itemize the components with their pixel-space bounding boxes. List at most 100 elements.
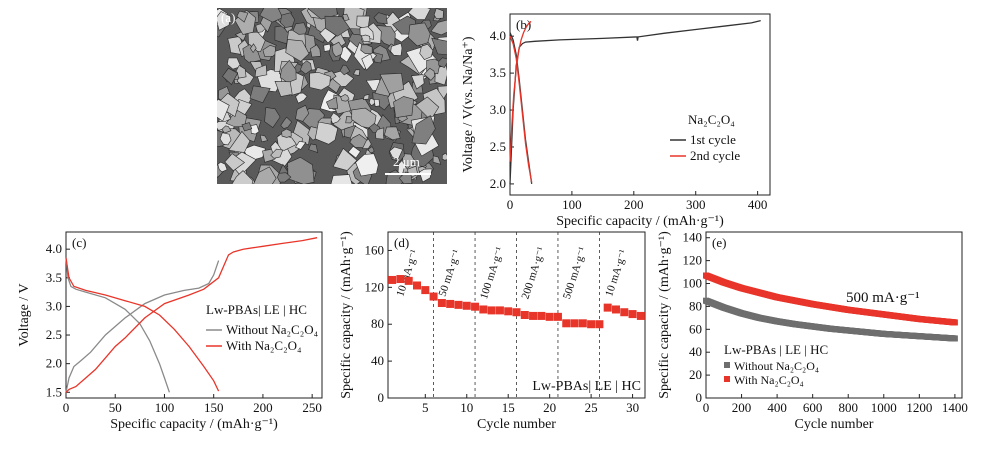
x-tick-label: 25 xyxy=(585,400,598,415)
sem-particle xyxy=(292,22,308,35)
y-tick-label: 3.5 xyxy=(490,65,506,80)
sem-particle xyxy=(340,94,350,102)
data-point xyxy=(553,312,562,321)
legend-title: Na₂C₂O₄ xyxy=(688,112,735,127)
rate-label: 10 mA·g⁻¹ xyxy=(394,248,420,298)
sem-particle xyxy=(360,44,373,55)
sem-particle xyxy=(228,130,251,154)
series-line xyxy=(65,260,220,393)
sem-particle xyxy=(262,44,277,57)
data-point xyxy=(520,311,529,319)
data-point xyxy=(495,306,504,315)
sem-particle xyxy=(331,41,344,58)
data-point xyxy=(446,299,455,308)
sem-particle xyxy=(433,8,444,19)
x-tick-label: 400 xyxy=(748,197,768,212)
data-point xyxy=(587,320,596,329)
sem-particle xyxy=(411,115,436,145)
y-tick-label: 120 xyxy=(365,279,385,294)
y-axis-label: Voltage / V xyxy=(17,283,32,346)
data-point xyxy=(454,300,463,309)
x-tick-label: 100 xyxy=(155,400,175,415)
sem-particle xyxy=(281,128,292,138)
sem-particle xyxy=(373,12,388,25)
data-point xyxy=(396,275,405,284)
sem-particle xyxy=(332,147,358,171)
x-tick-label: 800 xyxy=(838,400,858,415)
sem-image: (a) 2 μm xyxy=(217,8,447,184)
data-point xyxy=(628,310,637,319)
data-point xyxy=(421,286,430,295)
sem-particle xyxy=(295,104,310,122)
series-line xyxy=(65,237,318,393)
sem-particle xyxy=(347,145,361,159)
chart-c: 0 50 100 150 200 250 1.5 2.0 2.5 3.0 3.5 4.0 Specifi… xyxy=(17,231,323,432)
rate-label: 500 mA·g⁻¹ xyxy=(561,246,589,301)
y-tick-label: 2.0 xyxy=(46,356,62,371)
plot-frame xyxy=(705,231,963,399)
legend-label: 1st cycle xyxy=(690,132,736,147)
data-point xyxy=(537,311,546,320)
sem-particle xyxy=(376,25,396,49)
y-tick-label: 3.0 xyxy=(490,102,506,117)
data-point xyxy=(578,319,587,328)
sem-particle xyxy=(349,134,368,149)
legend-swatch xyxy=(724,362,730,368)
x-tick-label: 1000 xyxy=(871,400,897,415)
x-tick-label: 0 xyxy=(63,400,70,415)
sem-particle xyxy=(438,57,447,68)
y-tick-label: 80 xyxy=(689,298,702,313)
y-axis-label: Specific capacity / (mAh·g⁻¹) xyxy=(339,231,354,399)
data-point xyxy=(603,303,612,312)
sem-particle xyxy=(249,85,271,104)
x-tick-label: 150 xyxy=(204,400,224,415)
data-point xyxy=(479,305,488,314)
sem-particle xyxy=(375,127,385,140)
sem-particle xyxy=(219,132,232,146)
sem-particle xyxy=(415,96,440,121)
data-point xyxy=(388,275,397,284)
sem-particle xyxy=(295,92,308,104)
data-point xyxy=(611,305,620,314)
y-tick-label: 0 xyxy=(378,390,385,405)
sem-particle xyxy=(384,126,401,141)
scale-bar xyxy=(385,173,431,175)
sem-particle xyxy=(419,168,433,183)
y-tick-label: 2.5 xyxy=(46,327,62,342)
x-tick-label: 0 xyxy=(703,400,710,415)
sem-particle xyxy=(314,121,339,145)
sem-particle xyxy=(280,12,296,28)
sem-particle xyxy=(431,37,447,55)
sem-particle xyxy=(217,161,228,173)
panel-tag: (e) xyxy=(712,235,726,250)
sem-particle xyxy=(280,116,293,130)
sem-particle xyxy=(330,174,353,184)
legend-label: Without Na₂C₂O₄ xyxy=(226,322,319,337)
data-point xyxy=(570,319,579,328)
x-tick-label: 15 xyxy=(502,400,515,415)
y-tick-label: 20 xyxy=(689,367,702,382)
y-tick-label: 4.0 xyxy=(490,28,506,43)
y-tick-label: 100 xyxy=(683,276,703,291)
plot-frame xyxy=(509,13,771,196)
sem-particle xyxy=(259,134,269,143)
sem-particle xyxy=(441,152,447,161)
sem-particle xyxy=(236,10,249,23)
data-point xyxy=(620,308,629,317)
sem-particle xyxy=(430,19,447,36)
y-tick-label: 140 xyxy=(683,230,703,245)
sem-particle xyxy=(250,43,257,54)
x-tick-label: 1400 xyxy=(942,400,968,415)
sem-particle xyxy=(222,67,239,86)
x-tick-label: 200 xyxy=(624,197,644,212)
sem-particle xyxy=(276,133,297,151)
sem-particle xyxy=(224,153,246,172)
x-tick-label: 200 xyxy=(253,400,273,415)
x-axis-label: Cycle number xyxy=(477,417,556,432)
x-tick-label: 600 xyxy=(803,400,823,415)
sem-particles xyxy=(217,8,447,184)
sem-particle xyxy=(299,60,312,75)
x-tick-label: 1200 xyxy=(906,400,932,415)
sem-particle xyxy=(295,141,307,150)
